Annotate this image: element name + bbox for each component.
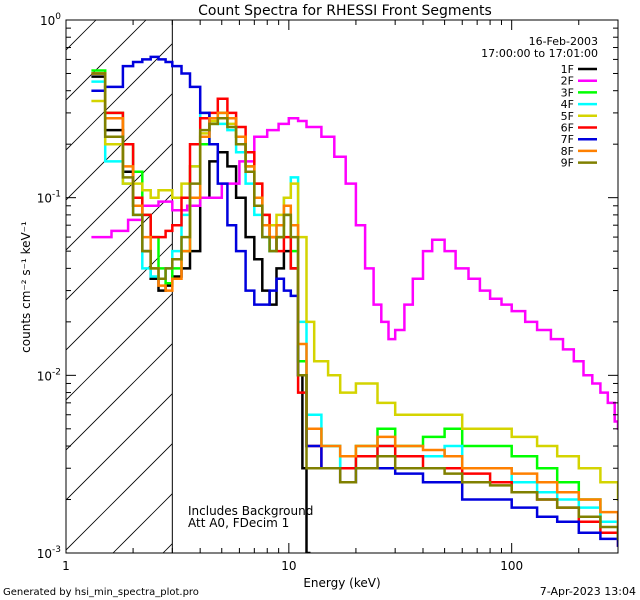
legend-label-1F: 1F: [561, 63, 574, 76]
series-2F: [91, 116, 618, 431]
legend-label-2F: 2F: [561, 75, 574, 88]
footer-generated-by: Generated by hsi_min_spectra_plot.pro: [3, 587, 199, 598]
legend-label-5F: 5F: [561, 110, 574, 123]
plot-frame: [65, 19, 619, 554]
x-tick-label: 10: [281, 559, 296, 573]
hatch-line: [66, 43, 173, 151]
y-tick-labels: 100 10-1 10-2 10-3: [37, 12, 62, 561]
observation-date: 16-Feb-2003: [529, 35, 598, 48]
hatch-line: [613, 20, 640, 553]
y-tick-label: 100: [40, 12, 61, 28]
legend-label-8F: 8F: [561, 145, 574, 158]
hatch-line: [66, 193, 173, 301]
legend-label-3F: 3F: [561, 86, 574, 99]
x-tick-label: 1: [62, 559, 70, 573]
series-5F: [91, 99, 618, 501]
hatch-line: [66, 443, 173, 551]
series-7F: [91, 55, 618, 547]
hatch-line: [66, 93, 173, 201]
y-tick-label: 10-2: [37, 367, 61, 383]
x-axis-label: Energy (keV): [303, 576, 380, 590]
legend-label-7F: 7F: [561, 133, 574, 146]
legend-label-9F: 9F: [561, 157, 574, 170]
annotation-background: Includes Background: [188, 504, 313, 518]
y-axis-label: counts cm⁻² s⁻¹ keV⁻¹: [19, 221, 33, 353]
hatch-line: [66, 243, 173, 351]
hatch-line: [66, 393, 173, 501]
observation-time-range: 17:00:00 to 17:01:00: [481, 47, 598, 60]
annotation-attenuator: Att A0, FDecim 1: [188, 516, 289, 530]
legend-label-6F: 6F: [561, 122, 574, 135]
excluded-energy-hatch: [66, 20, 640, 553]
chart-title: Count Spectra for RHESSI Front Segments: [198, 3, 492, 19]
y-tick-label: 10-1: [37, 190, 61, 206]
footer-timestamp: 7-Apr-2023 13:04: [540, 585, 636, 598]
legend-label-4F: 4F: [561, 98, 574, 111]
spectra-series: [91, 55, 618, 553]
y-tick-label: 10-3: [37, 545, 61, 561]
axis-ticks: [65, 19, 619, 554]
series-9F: [91, 72, 618, 541]
x-tick-label: 100: [500, 559, 523, 573]
hatch-line: [66, 20, 97, 51]
x-tick-labels: 1 10 100: [62, 559, 523, 573]
hatch-line: [66, 143, 173, 251]
